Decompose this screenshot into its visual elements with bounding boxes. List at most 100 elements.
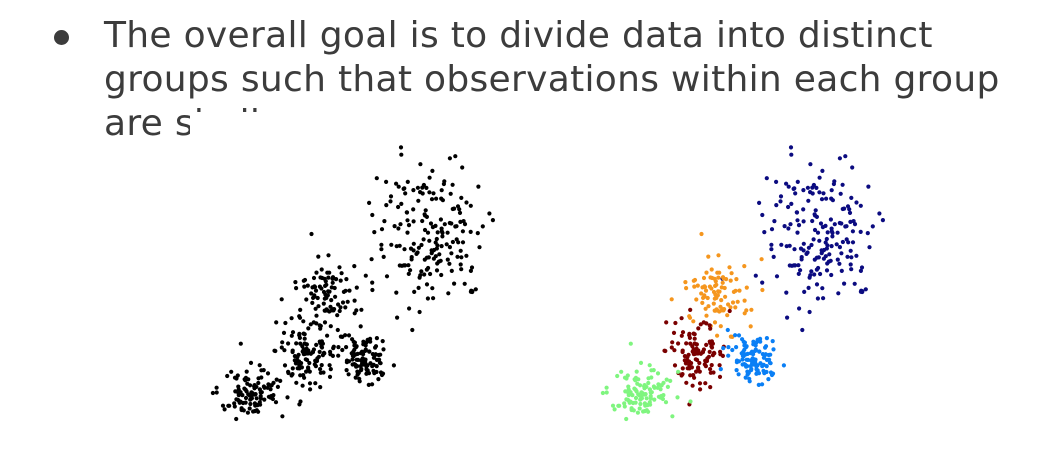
- cluster-point-dark-blue: [806, 245, 811, 250]
- data-point: [252, 383, 257, 388]
- data-point: [308, 387, 313, 392]
- data-point: [355, 351, 360, 356]
- cluster-point-light-blue: [764, 364, 769, 369]
- cluster-point-dark-blue: [769, 247, 774, 252]
- cluster-point-light-green: [664, 377, 669, 382]
- cluster-point-light-green: [642, 383, 647, 388]
- cluster-point-light-blue: [745, 372, 750, 377]
- data-point: [450, 182, 455, 187]
- cluster-point-dark-red: [711, 370, 716, 375]
- data-point: [319, 363, 324, 368]
- cluster-point-dark-red: [662, 348, 667, 353]
- cluster-point-orange: [730, 300, 736, 305]
- cluster-point-dark-blue: [870, 224, 875, 229]
- cluster-point-dark-red: [688, 341, 693, 346]
- cluster-point-dark-blue: [832, 222, 837, 227]
- data-point: [258, 394, 263, 399]
- cluster-point-dark-red: [687, 363, 692, 368]
- cluster-point-dark-red: [698, 351, 703, 356]
- data-point: [294, 341, 299, 346]
- data-point: [309, 291, 314, 296]
- cluster-point-dark-red: [684, 380, 689, 385]
- data-point: [304, 297, 309, 302]
- data-point: [248, 401, 253, 407]
- data-point: [214, 390, 219, 395]
- cluster-point-dark-blue: [812, 272, 817, 277]
- data-point: [358, 324, 363, 329]
- cluster-point-orange: [684, 286, 689, 291]
- data-point: [406, 223, 412, 228]
- cluster-point-dark-blue: [834, 242, 839, 247]
- data-point: [391, 363, 396, 368]
- cluster-point-light-blue: [734, 368, 739, 373]
- data-point: [426, 265, 431, 271]
- cluster-point-light-green: [646, 376, 651, 381]
- data-point: [408, 268, 413, 273]
- cluster-point-light-blue: [726, 353, 731, 358]
- cluster-point-light-green: [624, 397, 629, 402]
- cluster-point-dark-red: [697, 369, 702, 374]
- cluster-point-orange: [749, 307, 754, 312]
- data-point: [431, 296, 436, 301]
- data-point: [431, 191, 436, 196]
- cluster-point-dark-blue: [774, 274, 780, 279]
- cluster-point-dark-blue: [849, 267, 854, 272]
- data-point: [310, 300, 315, 305]
- cluster-point-dark-red: [709, 344, 714, 349]
- data-point: [329, 285, 334, 290]
- data-point: [279, 345, 284, 350]
- data-point: [335, 313, 340, 318]
- cluster-point-dark-blue: [847, 210, 853, 215]
- data-point: [319, 286, 324, 291]
- cluster-point-light-green: [665, 384, 670, 389]
- cluster-point-orange: [706, 254, 711, 259]
- data-point: [243, 387, 248, 392]
- data-point: [324, 282, 329, 287]
- unclustered-scatter-plot: [210, 145, 495, 422]
- cluster-point-dark-red: [686, 352, 691, 357]
- cluster-point-dark-red: [671, 330, 677, 335]
- cluster-point-dark-blue: [800, 327, 805, 333]
- cluster-point-light-blue: [721, 346, 726, 351]
- data-point: [313, 306, 318, 311]
- data-point: [427, 238, 432, 243]
- cluster-point-orange: [731, 289, 736, 294]
- cluster-point-dark-red: [696, 366, 701, 371]
- data-point: [377, 357, 382, 362]
- cluster-point-dark-blue: [844, 224, 849, 229]
- data-point: [253, 403, 258, 408]
- cluster-point-dark-red: [697, 360, 702, 366]
- data-point: [370, 280, 375, 285]
- cluster-point-light-green: [610, 403, 616, 408]
- cluster-point-light-green: [635, 381, 640, 386]
- cluster-point-dark-blue: [838, 191, 843, 196]
- data-point: [460, 240, 466, 245]
- cluster-point-dark-blue: [804, 251, 809, 256]
- data-point: [428, 221, 434, 226]
- data-point: [259, 368, 264, 373]
- cluster-point-dark-blue: [845, 204, 851, 209]
- cluster-point-light-green: [643, 403, 648, 408]
- data-point: [289, 316, 294, 321]
- data-point: [458, 219, 463, 224]
- data-point: [308, 322, 313, 327]
- cluster-point-dark-blue: [821, 256, 826, 261]
- cluster-point-dark-blue: [850, 229, 855, 234]
- data-point: [330, 280, 335, 285]
- cluster-point-light-blue: [762, 371, 767, 376]
- data-point: [416, 285, 421, 290]
- cluster-point-orange: [703, 288, 709, 293]
- data-point: [316, 304, 321, 309]
- data-point: [363, 348, 368, 353]
- cluster-point-dark-blue: [813, 208, 818, 213]
- data-point: [433, 240, 438, 245]
- cluster-point-light-green: [647, 363, 652, 368]
- cluster-point-dark-blue: [795, 179, 800, 184]
- cluster-point-dark-red: [694, 342, 699, 347]
- cluster-point-dark-red: [727, 308, 732, 314]
- cluster-point-dark-blue: [806, 285, 811, 290]
- data-point: [374, 176, 379, 181]
- data-point: [326, 275, 331, 280]
- cluster-point-light-green: [655, 371, 661, 376]
- cluster-point-dark-red: [697, 381, 703, 386]
